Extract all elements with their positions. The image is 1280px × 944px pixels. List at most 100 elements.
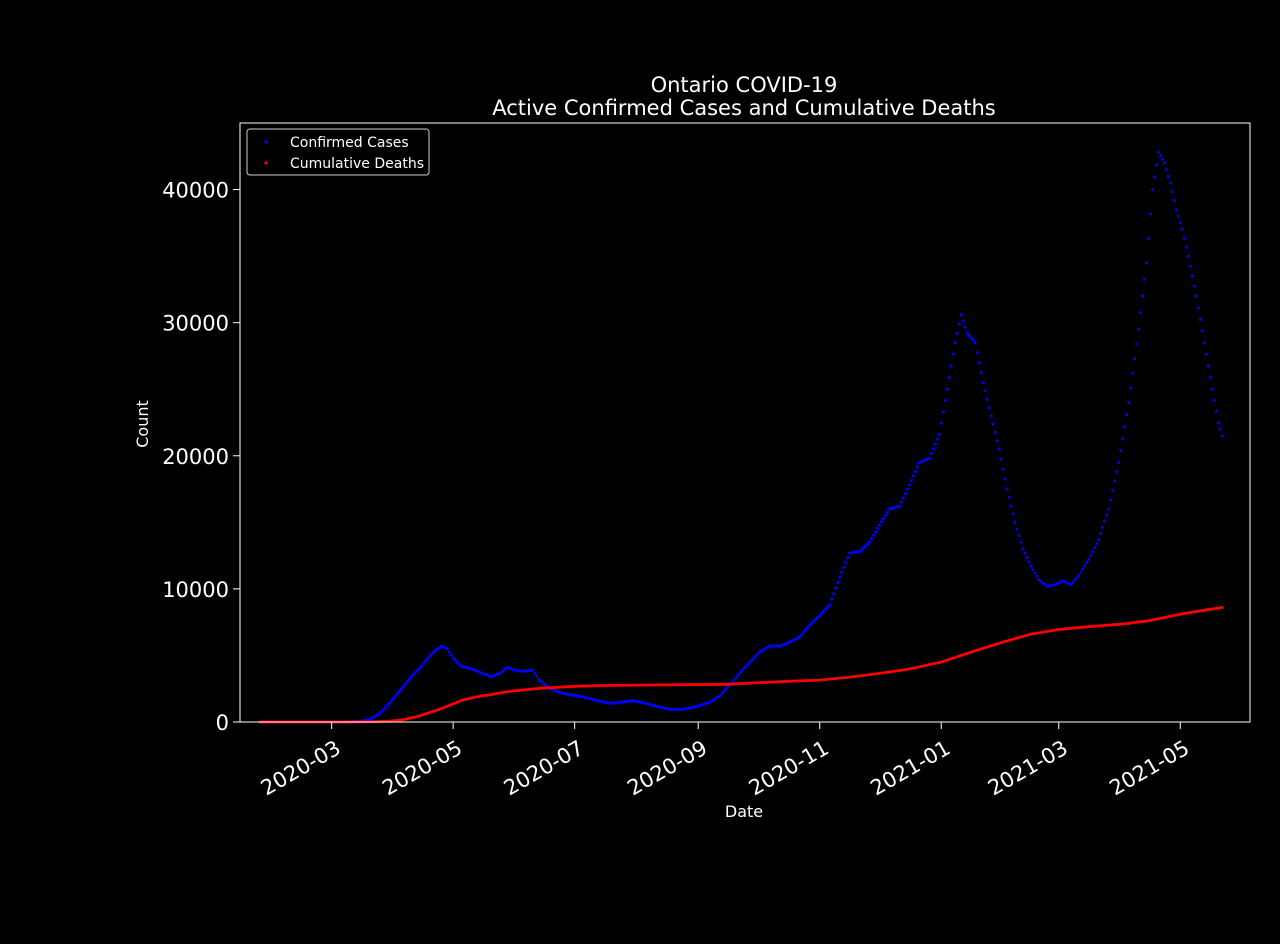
point-confirmed-cases <box>427 655 431 659</box>
point-confirmed-cases <box>756 652 760 656</box>
point-confirmed-cases <box>991 422 995 426</box>
point-confirmed-cases <box>393 694 397 698</box>
point-confirmed-cases <box>987 406 991 410</box>
point-cumulative-deaths <box>1220 606 1224 610</box>
point-confirmed-cases <box>883 513 887 517</box>
point-confirmed-cases <box>401 684 405 688</box>
point-confirmed-cases <box>951 352 955 356</box>
point-confirmed-cases <box>1009 504 1013 508</box>
point-confirmed-cases <box>453 658 457 662</box>
x-axis-label: Date <box>725 802 763 821</box>
point-confirmed-cases <box>997 447 1001 451</box>
point-confirmed-cases <box>832 592 836 596</box>
point-confirmed-cases <box>539 679 543 683</box>
point-confirmed-cases <box>1013 520 1017 524</box>
point-confirmed-cases <box>933 442 937 446</box>
point-confirmed-cases <box>1111 488 1115 492</box>
point-confirmed-cases <box>1123 424 1126 428</box>
point-confirmed-cases <box>1107 507 1111 511</box>
point-confirmed-cases <box>726 685 730 689</box>
point-confirmed-cases <box>545 684 549 688</box>
plot-area-frame <box>239 122 1251 723</box>
point-confirmed-cases <box>1091 550 1095 554</box>
point-confirmed-cases <box>724 687 728 691</box>
point-confirmed-cases <box>1081 567 1085 571</box>
point-confirmed-cases <box>814 617 818 621</box>
point-confirmed-cases <box>744 664 748 668</box>
point-confirmed-cases <box>947 376 951 380</box>
point-confirmed-cases <box>915 465 919 469</box>
point-confirmed-cases <box>736 673 740 677</box>
point-confirmed-cases <box>1017 534 1021 538</box>
point-confirmed-cases <box>417 666 421 670</box>
point-confirmed-cases <box>435 647 439 651</box>
point-confirmed-cases <box>1019 540 1023 544</box>
point-confirmed-cases <box>1093 546 1097 550</box>
point-confirmed-cases <box>945 387 949 391</box>
point-confirmed-cases <box>1184 245 1188 249</box>
point-confirmed-cases <box>1146 236 1150 240</box>
point-confirmed-cases <box>961 319 965 323</box>
point-confirmed-cases <box>820 611 824 615</box>
point-confirmed-cases <box>806 625 810 629</box>
point-confirmed-cases <box>957 322 961 326</box>
point-confirmed-cases <box>1176 214 1180 218</box>
point-confirmed-cases <box>385 703 389 707</box>
point-confirmed-cases <box>1148 212 1152 216</box>
point-confirmed-cases <box>543 682 547 686</box>
point-confirmed-cases <box>1103 519 1107 523</box>
point-confirmed-cases <box>1196 306 1200 310</box>
point-confirmed-cases <box>419 664 423 668</box>
point-confirmed-cases <box>969 336 973 340</box>
point-confirmed-cases <box>433 649 437 653</box>
point-confirmed-cases <box>1138 311 1142 315</box>
point-confirmed-cases <box>533 671 537 675</box>
point-confirmed-cases <box>407 677 411 681</box>
point-confirmed-cases <box>1105 513 1109 517</box>
point-confirmed-cases <box>1182 236 1186 240</box>
legend: Confirmed Cases Cumulative Deaths <box>246 128 430 176</box>
point-confirmed-cases <box>389 699 393 703</box>
point-confirmed-cases <box>967 334 971 338</box>
legend-label-confirmed-cases: Confirmed Cases <box>290 135 409 151</box>
point-confirmed-cases <box>937 432 941 436</box>
point-confirmed-cases <box>1168 181 1172 185</box>
point-confirmed-cases <box>800 632 804 636</box>
point-confirmed-cases <box>985 397 989 401</box>
point-confirmed-cases <box>1005 487 1009 491</box>
point-confirmed-cases <box>1220 434 1224 438</box>
point-confirmed-cases <box>860 548 864 552</box>
point-confirmed-cases <box>431 651 435 655</box>
point-confirmed-cases <box>1109 498 1113 502</box>
y-axis-label: Count <box>133 400 152 448</box>
point-confirmed-cases <box>1027 560 1031 564</box>
point-confirmed-cases <box>901 496 905 500</box>
point-confirmed-cases <box>1134 342 1138 346</box>
point-confirmed-cases <box>1043 583 1047 587</box>
point-confirmed-cases <box>842 565 846 569</box>
point-confirmed-cases <box>949 364 953 368</box>
point-confirmed-cases <box>907 483 911 487</box>
point-confirmed-cases <box>1156 150 1160 154</box>
point-confirmed-cases <box>1023 551 1027 555</box>
point-confirmed-cases <box>1130 371 1134 375</box>
point-confirmed-cases <box>862 546 866 550</box>
point-confirmed-cases <box>1188 264 1192 268</box>
point-confirmed-cases <box>975 351 979 355</box>
point-confirmed-cases <box>871 533 875 537</box>
point-confirmed-cases <box>1128 386 1132 390</box>
point-confirmed-cases <box>740 669 744 673</box>
point-confirmed-cases <box>403 682 407 686</box>
point-confirmed-cases <box>457 662 461 666</box>
point-confirmed-cases <box>798 635 802 639</box>
y-tick-label: 30000 <box>162 312 229 336</box>
point-confirmed-cases <box>1031 568 1035 572</box>
point-confirmed-cases <box>1174 208 1178 212</box>
point-confirmed-cases <box>804 628 808 632</box>
point-confirmed-cases <box>1218 427 1222 431</box>
point-confirmed-cases <box>1140 294 1144 298</box>
point-confirmed-cases <box>838 575 842 579</box>
point-confirmed-cases <box>1170 190 1174 194</box>
point-confirmed-cases <box>873 530 877 534</box>
